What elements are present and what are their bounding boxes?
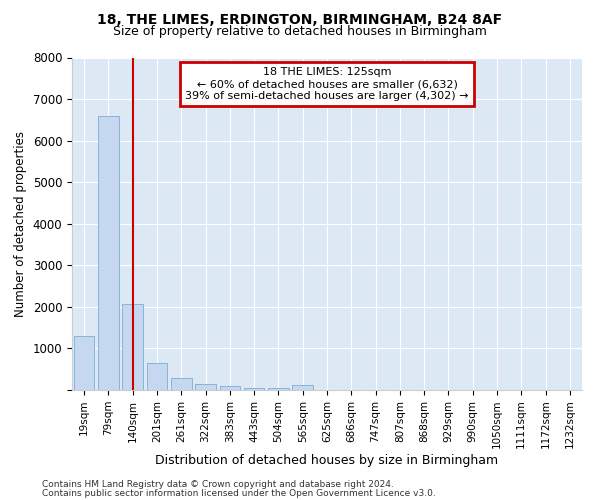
Bar	[146, 362, 167, 390]
Bar	[98, 116, 119, 390]
Text: 18 THE LIMES: 125sqm
← 60% of detached houses are smaller (6,632)
39% of semi-de: 18 THE LIMES: 125sqm ← 60% of detached h…	[185, 68, 469, 100]
Bar	[244, 388, 265, 390]
Bar	[171, 378, 191, 390]
X-axis label: Distribution of detached houses by size in Birmingham: Distribution of detached houses by size …	[155, 454, 499, 467]
Text: Contains public sector information licensed under the Open Government Licence v3: Contains public sector information licen…	[42, 488, 436, 498]
Y-axis label: Number of detached properties: Number of detached properties	[14, 130, 27, 317]
Text: 18, THE LIMES, ERDINGTON, BIRMINGHAM, B24 8AF: 18, THE LIMES, ERDINGTON, BIRMINGHAM, B2…	[97, 12, 503, 26]
Bar	[122, 304, 143, 390]
Bar	[74, 336, 94, 390]
Bar	[268, 388, 289, 390]
Bar	[195, 384, 216, 390]
Text: Size of property relative to detached houses in Birmingham: Size of property relative to detached ho…	[113, 25, 487, 38]
Text: Contains HM Land Registry data © Crown copyright and database right 2024.: Contains HM Land Registry data © Crown c…	[42, 480, 394, 489]
Bar	[292, 386, 313, 390]
Bar	[220, 386, 240, 390]
